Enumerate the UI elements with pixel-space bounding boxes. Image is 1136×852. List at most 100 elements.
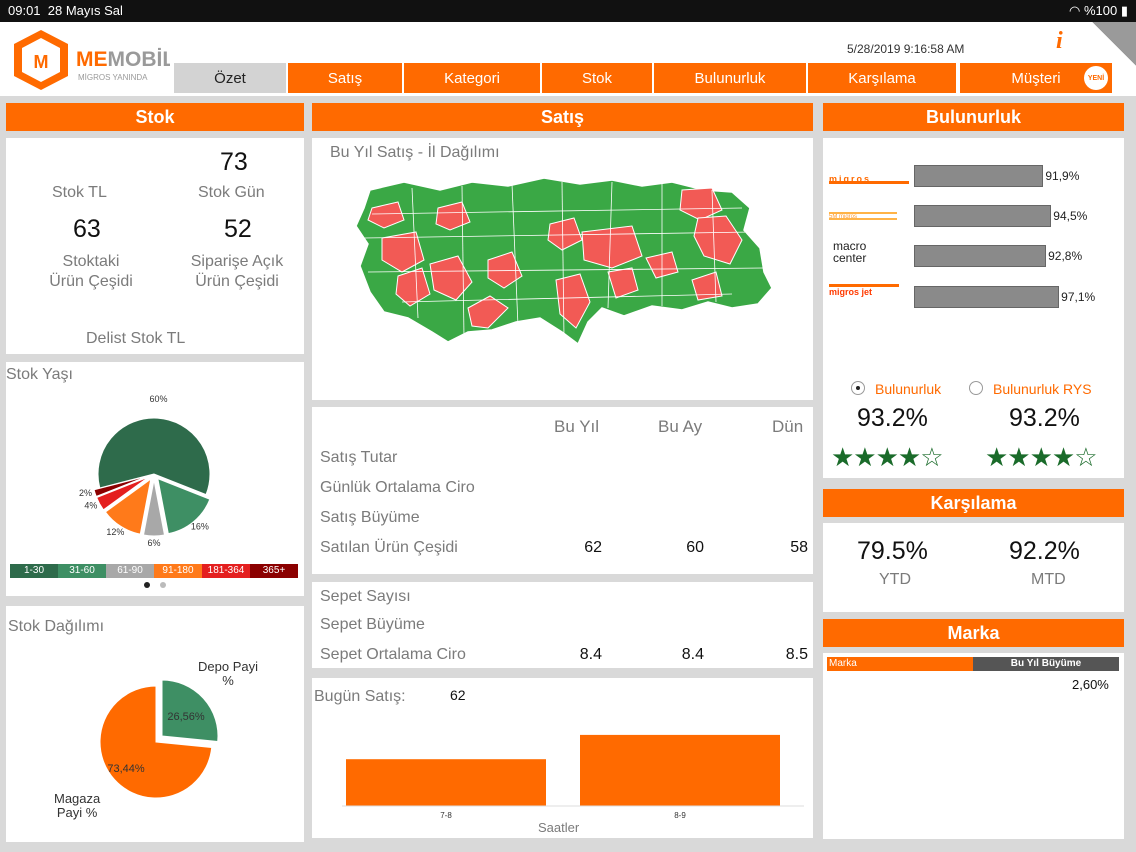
col-bu-ay: Bu Ay xyxy=(658,417,703,436)
status-bar: 09:01 28 Mayıs Sal ◠ %100 ▮ xyxy=(0,0,1136,22)
tab-ozet[interactable]: Özet xyxy=(174,63,288,93)
timestamp: 5/28/2019 9:16:58 AM xyxy=(847,42,965,56)
mtd-value: 92.2% xyxy=(1009,537,1080,565)
bulunurluk-bar xyxy=(914,205,1052,227)
legend-item: 1-30 xyxy=(10,564,58,578)
satis-header: Satış xyxy=(312,103,813,131)
bulunurluk-header: Bulunurluk xyxy=(823,103,1124,131)
sepet-panel: Sepet Sayısı Sepet Büyüme Sepet Ortalama… xyxy=(312,582,813,668)
tab-satis[interactable]: Satış xyxy=(288,63,404,93)
cube-logo-icon: M MEMOBİL MİGROS YANINDA xyxy=(14,30,175,90)
pie-slice-label: 6% xyxy=(147,538,160,548)
turkey-sales-map xyxy=(355,177,773,346)
page-dot[interactable] xyxy=(160,582,166,588)
legend-item: 61-90 xyxy=(106,564,154,578)
bulunurluk-bar-label: 92,8% xyxy=(1048,249,1083,263)
tab-stok[interactable]: Stok xyxy=(542,63,654,93)
x-axis-label: Saatler xyxy=(538,820,580,835)
stok-tl-label: Stok TL xyxy=(52,184,107,201)
stok-dagilimi-pie-chart: 26,56% 73,44% xyxy=(99,679,219,799)
status-time-date: 09:01 28 Mayıs Sal xyxy=(8,3,123,18)
tab-karsilama[interactable]: Karşılama xyxy=(808,63,958,93)
rating-stars-2: ★★★★☆ xyxy=(985,442,1098,472)
memobil-logo: M MEMOBİL MİGROS YANINDA xyxy=(10,28,175,92)
marka-panel: Marka Bu Yıl Büyüme 2,60% xyxy=(823,653,1124,839)
svg-text:M: M xyxy=(34,52,49,72)
marka-header: Marka xyxy=(823,619,1124,647)
brand-logo-migros-jet: migros jet xyxy=(829,284,899,300)
row-satilan-urun-cesidi: Satılan Ürün Çeşidi xyxy=(320,539,458,556)
tab-bulunurluk[interactable]: Bulunurluk xyxy=(654,63,808,93)
depo-payi-label: Depo Payi % xyxy=(198,659,258,688)
hour-bar[interactable] xyxy=(346,759,546,806)
stok-yasi-pie-chart: 60% 16% 6% 12% 4% 2% xyxy=(79,394,211,548)
stok-dagilimi-title: Stok Dağılımı xyxy=(8,618,105,635)
svg-text:MEMOBİL: MEMOBİL xyxy=(76,48,170,71)
stok-yasi-legend: 1-30 31-60 61-90 91-180 181-364 365+ xyxy=(10,564,298,578)
bulunurluk-panel: migros 5M migros macro center migros jet… xyxy=(823,138,1124,478)
pie-slice xyxy=(104,477,152,535)
pie-slice-label: 2% xyxy=(79,488,92,498)
stok-dagilimi-panel: Stok Dağılımı 26,56% 73,44% Depo Payi % M… xyxy=(6,606,304,842)
satis-map-panel: Bu Yıl Satış - İl Dağılımı xyxy=(312,138,813,400)
depo-slice xyxy=(161,679,219,743)
pie-slice-label: 4% xyxy=(84,501,97,511)
bulunurluk-bar-label: 91,9% xyxy=(1045,169,1080,183)
page-dot-active[interactable] xyxy=(144,582,150,588)
rating-stars-1: ★★★★☆ xyxy=(831,442,944,472)
battery-indicator: ◠ %100 ▮ xyxy=(1069,3,1128,18)
pie-slice xyxy=(93,475,149,498)
mtd-label: MTD xyxy=(1031,571,1066,588)
karsilama-panel: 79.5% YTD 92.2% MTD xyxy=(823,523,1124,612)
bulunurluk-bar-label: 97,1% xyxy=(1061,290,1096,304)
pie-slice xyxy=(157,477,211,535)
stok-yasi-title: Stok Yaşı xyxy=(6,366,73,383)
stoktaki-cesit-value: 63 xyxy=(73,215,101,243)
map-title: Bu Yıl Satış - İl Dağılımı xyxy=(330,144,500,161)
bulunurluk-score: 93.2% xyxy=(857,404,928,432)
satilan-bu-yil: 62 xyxy=(584,539,602,556)
legend-item: 365+ xyxy=(250,564,298,578)
bulunurluk-bar-label: 94,5% xyxy=(1053,209,1088,223)
pie-slice xyxy=(97,417,211,496)
brand-logo-migros: migros xyxy=(829,174,909,184)
row-gunluk-ortalama-ciro: Günlük Ortalama Ciro xyxy=(320,479,475,496)
hour-bar[interactable] xyxy=(580,734,780,806)
pie-slice xyxy=(96,476,150,511)
ytd-value: 79.5% xyxy=(857,537,928,565)
bulunurluk-bar xyxy=(914,286,1060,308)
stoktaki-cesit-label: Stoktaki Ürün Çeşidi xyxy=(49,253,133,290)
legend-item: 181-364 xyxy=(202,564,250,578)
corner-menu-icon[interactable] xyxy=(1092,22,1136,66)
bulunurluk-bar xyxy=(914,165,1044,187)
radio-bulunurluk[interactable] xyxy=(851,381,865,395)
magaza-payi-label: Magaza Payi % xyxy=(54,791,101,820)
radio-bulunurluk-label[interactable]: Bulunurluk xyxy=(875,381,942,397)
app-header: M MEMOBİL MİGROS YANINDA 5/28/2019 9:16:… xyxy=(0,22,1136,96)
hourly-sales-bar-chart: 7-8 8-9 xyxy=(342,734,804,820)
karsilama-header: Karşılama xyxy=(823,489,1124,517)
marka-buyume-value: 2,60% xyxy=(1072,677,1109,692)
col-dun: Dün xyxy=(772,417,804,436)
magaza-slice-label: 73,44% xyxy=(107,763,145,775)
radio-bulunurluk-rys[interactable] xyxy=(969,381,983,395)
bugun-satis-value: 62 xyxy=(450,687,466,703)
ytd-label: YTD xyxy=(879,571,911,588)
delist-stok-label: Delist Stok TL xyxy=(86,330,186,347)
satilan-bu-ay: 60 xyxy=(686,539,704,556)
radio-bulunurluk-rys-label[interactable]: Bulunurluk RYS xyxy=(993,381,1092,397)
info-icon[interactable]: i xyxy=(1056,28,1063,54)
legend-item: 91-180 xyxy=(154,564,202,578)
bugun-satis-title: Bugün Satış: xyxy=(314,688,406,705)
tab-kategori[interactable]: Kategori xyxy=(404,63,542,93)
pie-slice-label: 16% xyxy=(191,521,209,531)
sepet-ciro-bu-yil: 8.4 xyxy=(579,646,602,663)
bugun-satis-panel: Bugün Satış: 62 7-8 8-9 Saatler xyxy=(312,678,813,838)
pie-slice-label: 12% xyxy=(106,527,124,537)
pie-slice xyxy=(142,479,166,537)
stok-header: Stok xyxy=(6,103,304,131)
marka-col-header: Marka xyxy=(827,657,973,671)
buyume-col-header: Bu Yıl Büyüme xyxy=(973,657,1119,671)
depo-slice-label: 26,56% xyxy=(167,711,205,723)
tab-musteri[interactable]: Müşteri YENİ xyxy=(960,63,1114,93)
